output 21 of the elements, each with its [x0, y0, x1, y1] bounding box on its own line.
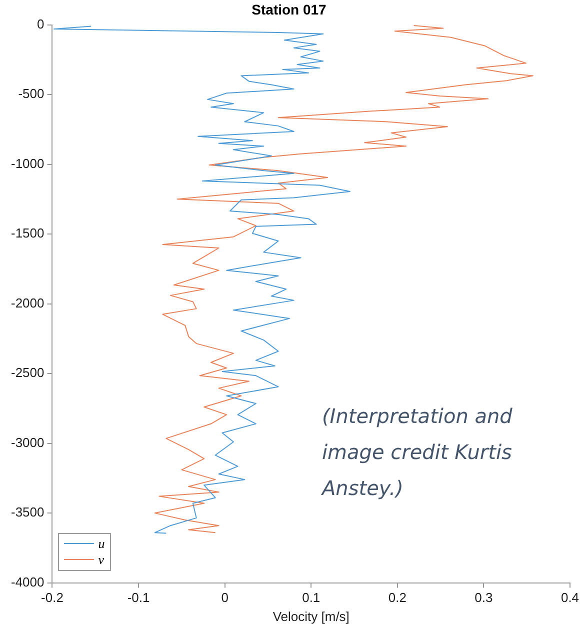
y-tick-label: 0 [37, 16, 44, 32]
y-tick-label: -4000 [11, 574, 44, 590]
legend-label: u [98, 536, 105, 552]
chart-title: Station 017 [252, 1, 327, 18]
x-tick-label: 0.2 [388, 590, 406, 606]
x-axis-title: Velocity [m/s] [272, 608, 350, 624]
y-tick-label: -1000 [11, 156, 44, 171]
x-tick-label: 0 [221, 590, 228, 606]
y-tick-label: -3500 [11, 504, 44, 520]
x-tick-label: -0.2 [41, 590, 64, 606]
y-tick-label: -2000 [11, 295, 44, 310]
x-tick-label: -0.1 [127, 590, 150, 606]
x-tick-label: 0.4 [560, 590, 580, 606]
annotation: (Interpretation and image credit Kurtis Anstey.) [322, 403, 514, 502]
legend-label: v [98, 552, 104, 568]
y-tick-label: -3000 [11, 434, 44, 450]
y-tick-label: -500 [18, 86, 44, 102]
y-tick-label: -2500 [11, 365, 44, 380]
x-tick-label: 0.3 [474, 590, 493, 606]
x-tick-label: 0.1 [302, 590, 320, 606]
y-tick-label: -1500 [11, 226, 44, 241]
